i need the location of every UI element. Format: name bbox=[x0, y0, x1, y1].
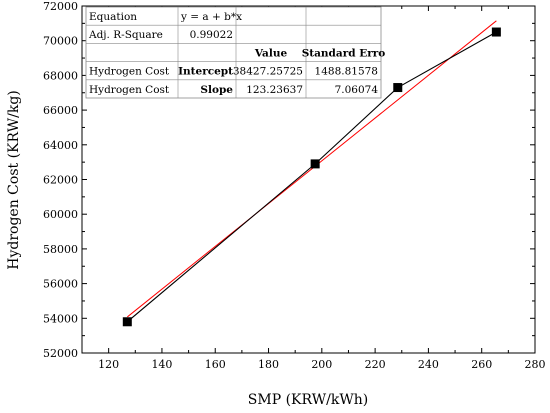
data-point-marker bbox=[310, 159, 320, 169]
table-background bbox=[85, 6, 382, 99]
linear-fit-line bbox=[126, 20, 497, 318]
x-tick-label: 140 bbox=[151, 358, 172, 371]
x-tick-label: 200 bbox=[311, 358, 332, 371]
y-tick-label: 58000 bbox=[43, 243, 78, 256]
table-cell: Hydrogen Cost bbox=[89, 66, 170, 78]
table-cell: 0.99022 bbox=[190, 29, 233, 41]
y-tick-label: 62000 bbox=[43, 174, 78, 187]
data-point-marker bbox=[393, 83, 403, 93]
x-tick-label: 240 bbox=[418, 358, 439, 371]
y-tick-label: 66000 bbox=[43, 104, 78, 117]
hydrogen-cost-line bbox=[126, 31, 497, 323]
table-cell: 7.06074 bbox=[335, 84, 379, 96]
x-tick-label: 280 bbox=[525, 358, 546, 371]
y-tick-label: 56000 bbox=[43, 278, 78, 291]
x-tick-label: 180 bbox=[258, 358, 279, 371]
fit-results-table: Equation y = a + b*x Adj. R-Square 0.99022 V… bbox=[85, 6, 386, 99]
table-cell: Slope bbox=[200, 84, 233, 96]
table-cell: y = a + b*x bbox=[180, 11, 242, 23]
table-cell: Equation bbox=[89, 11, 137, 23]
x-tick-label: 220 bbox=[365, 358, 386, 371]
table-cell: Adj. R-Square bbox=[88, 29, 163, 41]
data-point-marker bbox=[122, 317, 132, 327]
y-tick-label: 54000 bbox=[43, 312, 78, 325]
data-point-marker bbox=[491, 27, 501, 37]
x-tick-label: 120 bbox=[98, 358, 119, 371]
tick-labels: 120 140 160 180 200 220 240 260 280 52000 54000 560… bbox=[43, 0, 546, 371]
fit-line-layer bbox=[126, 20, 497, 318]
data-series-layer bbox=[122, 27, 501, 327]
x-tick-label: 260 bbox=[471, 358, 492, 371]
y-axis-label: Hydrogen Cost (KRW/kg) bbox=[6, 90, 22, 269]
table-cell: 123.23637 bbox=[246, 84, 303, 96]
y-tick-label: 68000 bbox=[43, 69, 78, 82]
table-cell: Standard Erro bbox=[302, 47, 386, 59]
table-cell: 38427.25725 bbox=[233, 66, 303, 78]
table-cell: Hydrogen Cost bbox=[89, 84, 170, 96]
plot-frame bbox=[81, 5, 536, 354]
y-tick-label: 70000 bbox=[43, 35, 78, 48]
x-axis-label: SMP (KRW/kWh) bbox=[248, 392, 368, 408]
table-cell: Intercept bbox=[178, 66, 233, 78]
y-tick-label: 72000 bbox=[43, 0, 78, 13]
y-tick-label: 64000 bbox=[43, 139, 78, 152]
table-cell: 1488.81578 bbox=[315, 66, 378, 78]
x-tick-label: 160 bbox=[205, 358, 226, 371]
table-cell: Value bbox=[254, 47, 288, 59]
y-tick-label: 60000 bbox=[43, 208, 78, 221]
y-tick-label: 52000 bbox=[43, 347, 78, 360]
